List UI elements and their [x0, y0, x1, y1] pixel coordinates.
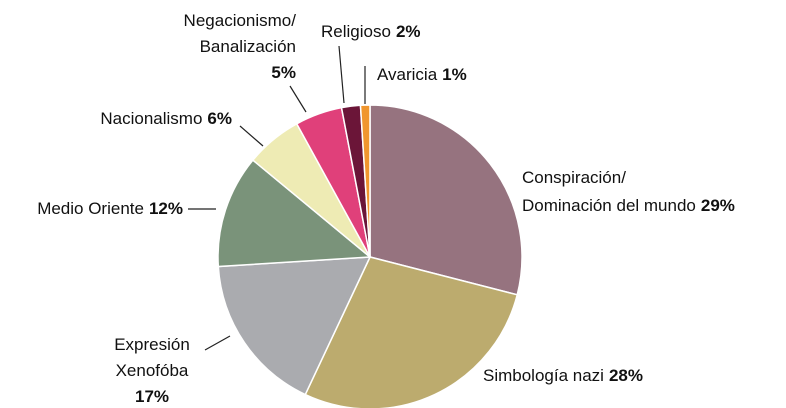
value-label: 28%	[609, 366, 643, 385]
label-line: Simbología nazi	[483, 366, 604, 385]
label-line: Religioso	[321, 22, 391, 41]
value-label: 12%	[149, 199, 183, 218]
label-line: Avaricia	[377, 65, 438, 84]
slice-label: Negacionismo/Banalización 5%	[184, 11, 297, 82]
pie-slice	[217, 159, 372, 268]
pie-slice	[369, 104, 523, 296]
pie-slice	[217, 256, 372, 396]
leader-line	[204, 335, 231, 351]
label-line: Conspiración/	[522, 168, 626, 187]
label-line: Banalización	[200, 37, 296, 56]
value-label: 2%	[396, 22, 421, 41]
label-line: Negacionismo/	[184, 11, 297, 30]
label-line: Nacionalismo	[100, 109, 202, 128]
value-label: 29%	[701, 196, 735, 215]
slice-label: Avaricia 1%	[377, 65, 467, 84]
label-line: Expresión	[114, 335, 190, 354]
label-line: Medio Oriente	[37, 199, 144, 218]
label-line: Dominación del mundo	[522, 196, 696, 215]
slice-label: Expresión Xenofóba 17%	[114, 335, 190, 406]
value-label: 1%	[442, 65, 467, 84]
slice-label: Simbología nazi 28%	[483, 366, 643, 385]
value-label: 6%	[207, 109, 232, 128]
leader-line	[239, 125, 264, 147]
slice-label: Nacionalismo 6%	[100, 109, 232, 128]
slice-label: Medio Oriente 12%	[37, 199, 183, 218]
pie-slice	[359, 104, 371, 258]
pie-slice	[304, 256, 519, 408]
leader-line	[289, 85, 307, 113]
value-label: 5%	[271, 63, 296, 82]
slice-label: Religioso 2%	[321, 22, 421, 41]
value-label: 17%	[135, 387, 169, 406]
label-line: Xenofóba	[116, 361, 189, 380]
slice-label: Conspiración/Dominación del mundo 29%	[522, 168, 735, 215]
leader-line	[338, 45, 345, 104]
